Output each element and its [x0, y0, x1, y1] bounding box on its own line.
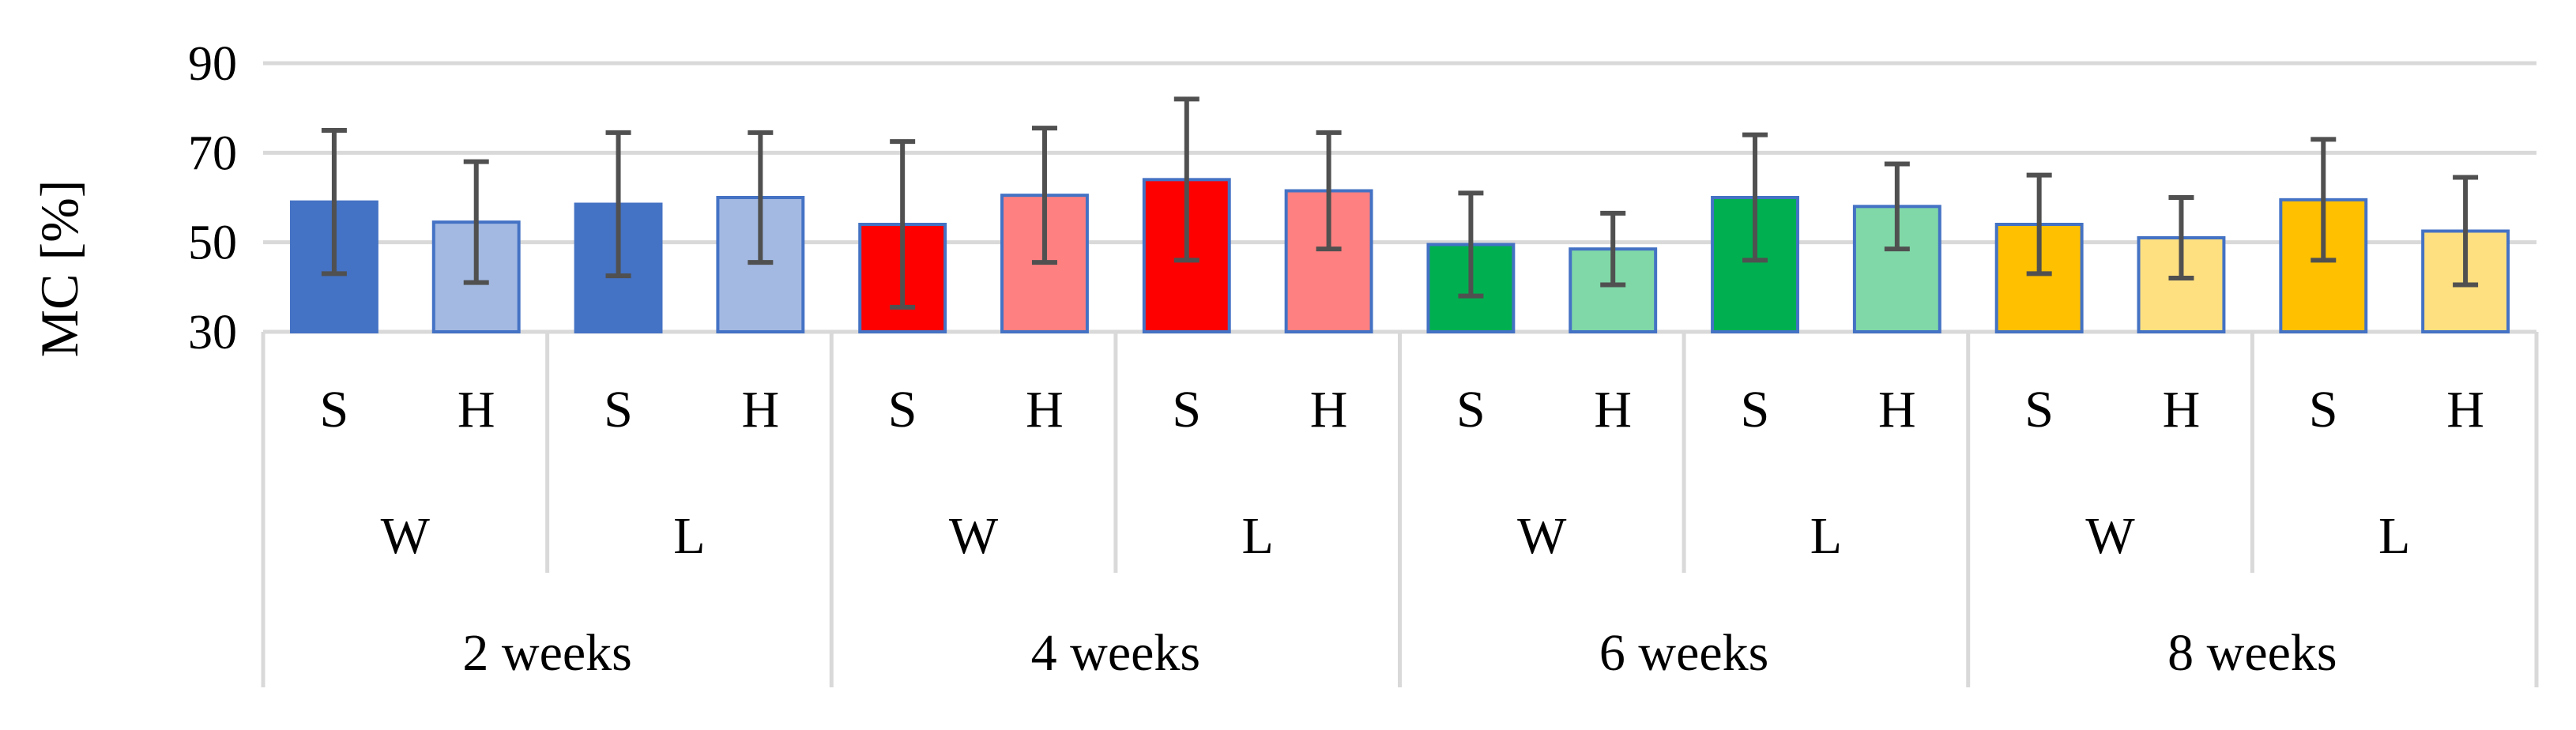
group-label: L — [1242, 507, 1274, 565]
category-type-label: S — [2024, 381, 2054, 438]
bars — [289, 178, 2510, 334]
x-axis-categories: S H S H S H S H S H S H S H S H W L W L W L W L 2 weeks 4 weeks 6 … — [261, 332, 2539, 687]
category-type-label: S — [320, 381, 349, 438]
category-type-label: H — [1594, 381, 1632, 438]
y-axis-title: MC [%] — [29, 180, 89, 358]
category-type-label: S — [604, 381, 633, 438]
y-tick-label: 70 — [188, 126, 237, 180]
error-bars — [321, 96, 2479, 310]
y-tick-label: 50 — [188, 216, 237, 270]
group-label: W — [1517, 507, 1567, 565]
category-type-label: H — [1878, 381, 1916, 438]
period-label: 8 weeks — [2167, 624, 2337, 682]
category-type-label: S — [888, 381, 917, 438]
group-label: W — [2085, 507, 2135, 565]
period-label: 2 weeks — [462, 624, 631, 682]
group-label: W — [381, 507, 431, 565]
period-label: 4 weeks — [1031, 624, 1200, 682]
category-type-label: H — [742, 381, 780, 438]
category-type-label: H — [2163, 381, 2201, 438]
group-label: L — [1810, 507, 1842, 565]
category-type-label: S — [2309, 381, 2338, 438]
y-tick-labels: 30 50 70 90 — [188, 37, 237, 359]
group-label: L — [2378, 507, 2410, 565]
category-type-label: S — [1172, 381, 1201, 438]
y-tick-label: 30 — [188, 306, 237, 359]
category-type-label: H — [1026, 381, 1064, 438]
category-type-label: S — [1456, 381, 1486, 438]
category-type-label: H — [458, 381, 495, 438]
period-label: 6 weeks — [1599, 624, 1768, 682]
category-type-label: H — [2446, 381, 2484, 438]
group-label: W — [949, 507, 999, 565]
category-type-label: H — [1310, 381, 1348, 438]
category-type-label: S — [1741, 381, 1770, 438]
y-tick-label: 90 — [188, 37, 237, 91]
group-label: L — [673, 507, 705, 565]
